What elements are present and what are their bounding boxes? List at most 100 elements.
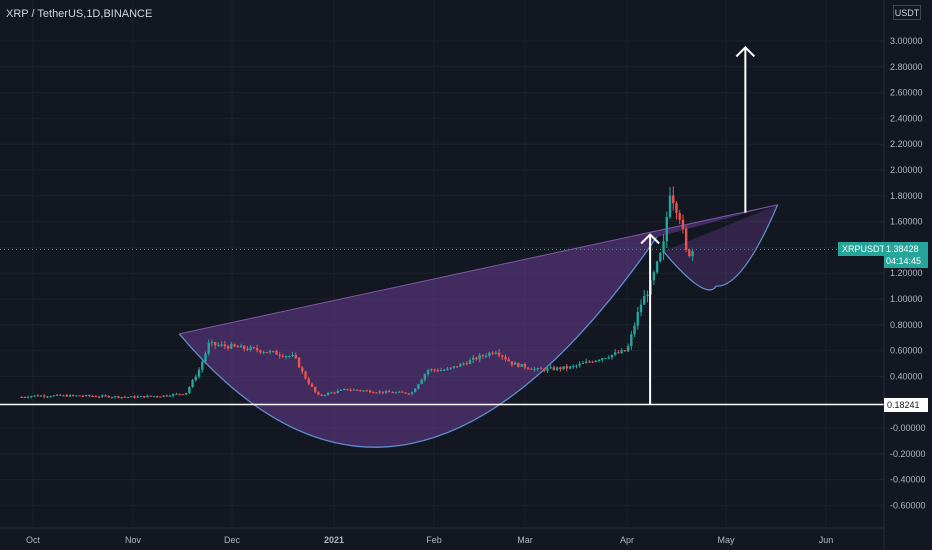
candle-body (72, 395, 75, 397)
price-tick-label: 0.60000 (890, 346, 923, 356)
candle-body (533, 368, 536, 370)
candle-body (555, 367, 559, 370)
candle-body (191, 380, 194, 388)
candle-body (426, 370, 430, 375)
candle-body (443, 369, 446, 371)
price-tick-label: 1.00000 (890, 294, 923, 304)
candle-body (384, 391, 388, 393)
candle-body (223, 344, 227, 347)
candle-body (149, 395, 152, 397)
time-axis[interactable]: Oct Nov Dec 2021 Feb Mar Apr May Jun (0, 527, 884, 545)
candle-body (210, 342, 214, 344)
title-separator: , (83, 8, 87, 20)
candles-layer (20, 186, 694, 400)
candle-body (284, 356, 288, 358)
candle-body (288, 356, 291, 358)
candle-body (404, 392, 407, 394)
price-tick-label: -0.00000 (890, 423, 926, 433)
candle-body (217, 344, 220, 346)
candle-body (120, 396, 123, 398)
price-tick-label: 3.00000 (890, 36, 923, 46)
candle-body (397, 391, 401, 393)
candle-body (233, 344, 236, 347)
price-tick-label: -0.60000 (890, 500, 926, 510)
candle-body (68, 395, 72, 397)
candle-body (626, 346, 630, 352)
candle-body (26, 397, 30, 399)
candle-body (623, 350, 627, 352)
exchange-label: BINANCE (103, 8, 153, 20)
price-tick-label: 1.80000 (890, 191, 923, 201)
candle-body (488, 352, 491, 356)
candle-body (462, 363, 465, 365)
candle-body (43, 395, 46, 397)
candle-body (275, 351, 278, 355)
time-tick-label: Oct (26, 535, 41, 545)
candle-body (401, 391, 404, 393)
candle-body (672, 195, 675, 204)
candle-body (565, 366, 568, 369)
candle-body (607, 357, 610, 359)
candle-body (230, 344, 233, 349)
price-tick-label: 0.80000 (890, 320, 923, 330)
candle-body (381, 391, 385, 393)
candle-body (323, 394, 327, 396)
price-tick-label: 2.60000 (890, 88, 923, 98)
candle-body (604, 358, 607, 360)
candle-body (339, 389, 343, 391)
price-axis[interactable]: 3.00000 2.80000 2.60000 2.40000 2.20000 2.000… (883, 0, 926, 550)
candle-body (601, 358, 604, 360)
candle-body (652, 272, 656, 281)
candle-body (491, 352, 494, 354)
candle-body (78, 395, 81, 397)
chart-title: XRP / TetherUS, 1D, BINANCE (6, 8, 152, 20)
candle-body (201, 361, 204, 370)
candle-body (352, 389, 356, 391)
candle-body (278, 354, 281, 356)
time-tick-label: Feb (426, 535, 442, 545)
candle-body (30, 396, 33, 398)
candle-body (549, 367, 552, 369)
candle-body (639, 304, 643, 313)
title-separator: , (100, 8, 104, 20)
candle-body (197, 369, 201, 377)
candle-body (333, 392, 336, 394)
candle-body (675, 203, 678, 214)
candle-body (175, 393, 178, 395)
candle-body (678, 213, 681, 220)
price-tick-label: 2.20000 (890, 139, 923, 149)
candle-body (539, 368, 543, 370)
candle-body (520, 364, 523, 367)
candle-body (543, 369, 546, 371)
candle-body (75, 395, 78, 397)
target-arrow-head (640, 233, 660, 245)
candle-body (365, 390, 368, 392)
price-tick-label: 2.80000 (890, 62, 923, 72)
candle-body (336, 390, 339, 393)
candle-body (265, 352, 268, 354)
candle-body (172, 394, 175, 396)
candle-body (188, 387, 191, 393)
candle-body (113, 396, 117, 398)
time-tick-label: Jun (819, 535, 834, 545)
candle-body (681, 219, 685, 229)
candle-body (617, 352, 620, 354)
candle-body (143, 396, 146, 398)
candle-body (162, 395, 165, 397)
handle-curve (662, 204, 779, 291)
candle-body (84, 395, 88, 397)
time-tick-label: May (717, 535, 735, 545)
candle-body (388, 391, 391, 393)
candle-body (523, 364, 527, 368)
candle-body (513, 362, 517, 365)
candle-body (194, 376, 198, 381)
price-tick-label: 0.40000 (890, 371, 923, 381)
candle-body (213, 342, 217, 346)
candle-body (468, 360, 472, 365)
currency-unit-badge[interactable]: USDT (893, 5, 921, 20)
candle-body (155, 396, 159, 398)
candle-body (317, 392, 320, 395)
candle-body (594, 360, 598, 363)
candle-body (88, 395, 91, 397)
